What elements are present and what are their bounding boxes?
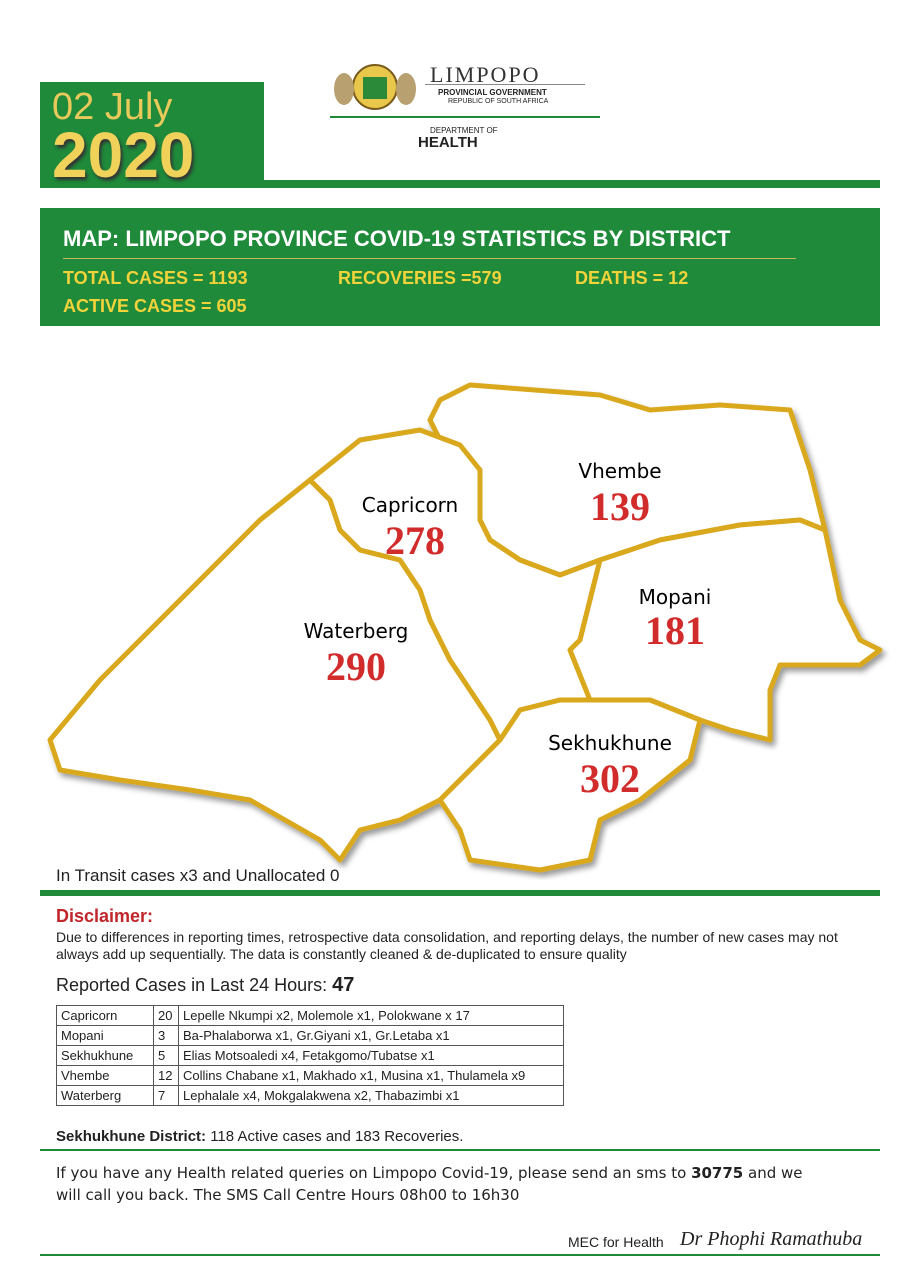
signature: Dr Phophi Ramathuba [680, 1228, 863, 1250]
note-label: Sekhukhune District: [56, 1128, 207, 1145]
disclaimer-title: Disclaimer: [56, 906, 154, 926]
sms-before: If you have any Health related queries o… [56, 1164, 687, 1182]
stat: RECOVERIES =579 [338, 268, 502, 288]
date-box [40, 82, 264, 188]
reported-count: 47 [332, 974, 355, 996]
table-cell: 20 [153, 1005, 179, 1026]
table-cell: 7 [153, 1085, 179, 1106]
table-cell: 12 [153, 1065, 179, 1086]
district-cases: 278 [385, 518, 445, 563]
banner-title: MAP: LIMPOPO PROVINCE COVID-19 STATISTIC… [63, 226, 731, 251]
sms-number: 30775 [691, 1164, 744, 1182]
banner-rule [63, 258, 796, 259]
logo-name: LIMPOPO [430, 62, 541, 87]
transit-note: In Transit cases x3 and Unallocated 0 [56, 866, 340, 885]
table-cell: Sekhukhune [56, 1045, 154, 1066]
table-cell: Vhembe [56, 1065, 154, 1086]
district-cases: 290 [326, 644, 386, 689]
district-name: Waterberg [304, 619, 409, 643]
table-cell: Mopani [56, 1025, 154, 1046]
district-mopani [567, 517, 883, 743]
table-cell: Ba-Phalaborwa x1, Gr.Giyani x1, Gr.Letab… [178, 1025, 564, 1046]
table-cell: Lepelle Nkumpi x2, Molemole x1, Polokwan… [178, 1005, 564, 1026]
table-row: Capricorn 20 Lepelle Nkumpi x2, Molemole x… [56, 1005, 564, 1026]
sekhukhune-note: Sekhukhune District: 118 Active cases an… [56, 1128, 463, 1145]
logo-rule [425, 84, 585, 85]
stat: DEATHS = 12 [575, 268, 689, 288]
district-sekhukhune [437, 697, 703, 873]
stat: ACTIVE CASES = 605 [63, 296, 247, 316]
cases-table: Capricorn 20 Lepelle Nkumpi x2, Molemole x… [56, 1005, 564, 1106]
table-cell: Collins Chabane x1, Makhado x1, Musina x… [178, 1065, 564, 1086]
table-row: Mopani 3 Ba-Phalaborwa x1, Gr.Giyani x1, G… [56, 1025, 564, 1046]
header-rule [264, 180, 880, 188]
stat: TOTAL CASES = 1193 [63, 268, 248, 288]
footer-rule [40, 1254, 880, 1256]
sms-text: If you have any Health related queries o… [56, 1162, 826, 1206]
table-cell: Capricorn [56, 1005, 154, 1026]
section-rule [40, 890, 880, 896]
map: Vhembe 139 Capricorn 278 Mopani 181 Wate… [47, 382, 883, 873]
district-cases: 302 [580, 756, 640, 801]
table-row: Sekhukhune 5 Elias Motsoaledi x4, Fetakgom… [56, 1045, 564, 1066]
table-cell: 5 [153, 1045, 179, 1066]
mec-label: MEC for Health [568, 1234, 664, 1250]
table-cell: 3 [153, 1025, 179, 1046]
note-text: 118 Active cases and 183 Recoveries. [210, 1128, 464, 1145]
table-body: Capricorn 20 Lepelle Nkumpi x2, Molemole x… [56, 1005, 564, 1106]
district-name: Capricorn [362, 493, 458, 517]
logo-rule2 [330, 116, 600, 118]
table-cell: Waterberg [56, 1085, 154, 1106]
district-name: Sekhukhune [548, 731, 672, 755]
reported-line: Reported Cases in Last 24 Hours: 47 [56, 974, 354, 997]
logo-sub2: REPUBLIC OF SOUTH AFRICA [448, 98, 549, 105]
dept-name: HEALTH [418, 134, 478, 151]
district-name: Mopani [639, 585, 712, 609]
date-day: 02 July [52, 86, 173, 128]
sms-after: and we will call you back. The SMS Call … [56, 1164, 803, 1204]
district-cases: 139 [590, 484, 650, 529]
table-cell: Elias Motsoaledi x4, Fetakgomo/Tubatse x… [178, 1045, 564, 1066]
table-row: Waterberg 7 Lephalale x4, Mokgalakwena x2,… [56, 1085, 564, 1106]
banner: MAP: LIMPOPO PROVINCE COVID-19 STATISTIC… [40, 208, 880, 326]
table-cell: Lephalale x4, Mokgalakwena x2, Thabazimb… [178, 1085, 564, 1106]
district-name: Vhembe [578, 459, 661, 483]
date-year: 2020 [52, 119, 195, 191]
disclaimer-text: Due to differences in reporting times, r… [56, 929, 838, 962]
reported-label: Reported Cases in Last 24 Hours: [56, 975, 328, 995]
logo-sub1: PROVINCIAL GOVERNMENT [438, 88, 547, 97]
table-row: Vhembe 12 Collins Chabane x1, Makhado x1, … [56, 1065, 564, 1086]
district-cases: 181 [645, 608, 705, 653]
dept-label: DEPARTMENT OF [430, 126, 498, 135]
coat-of-arms [334, 64, 416, 110]
section-rule [40, 1149, 880, 1151]
